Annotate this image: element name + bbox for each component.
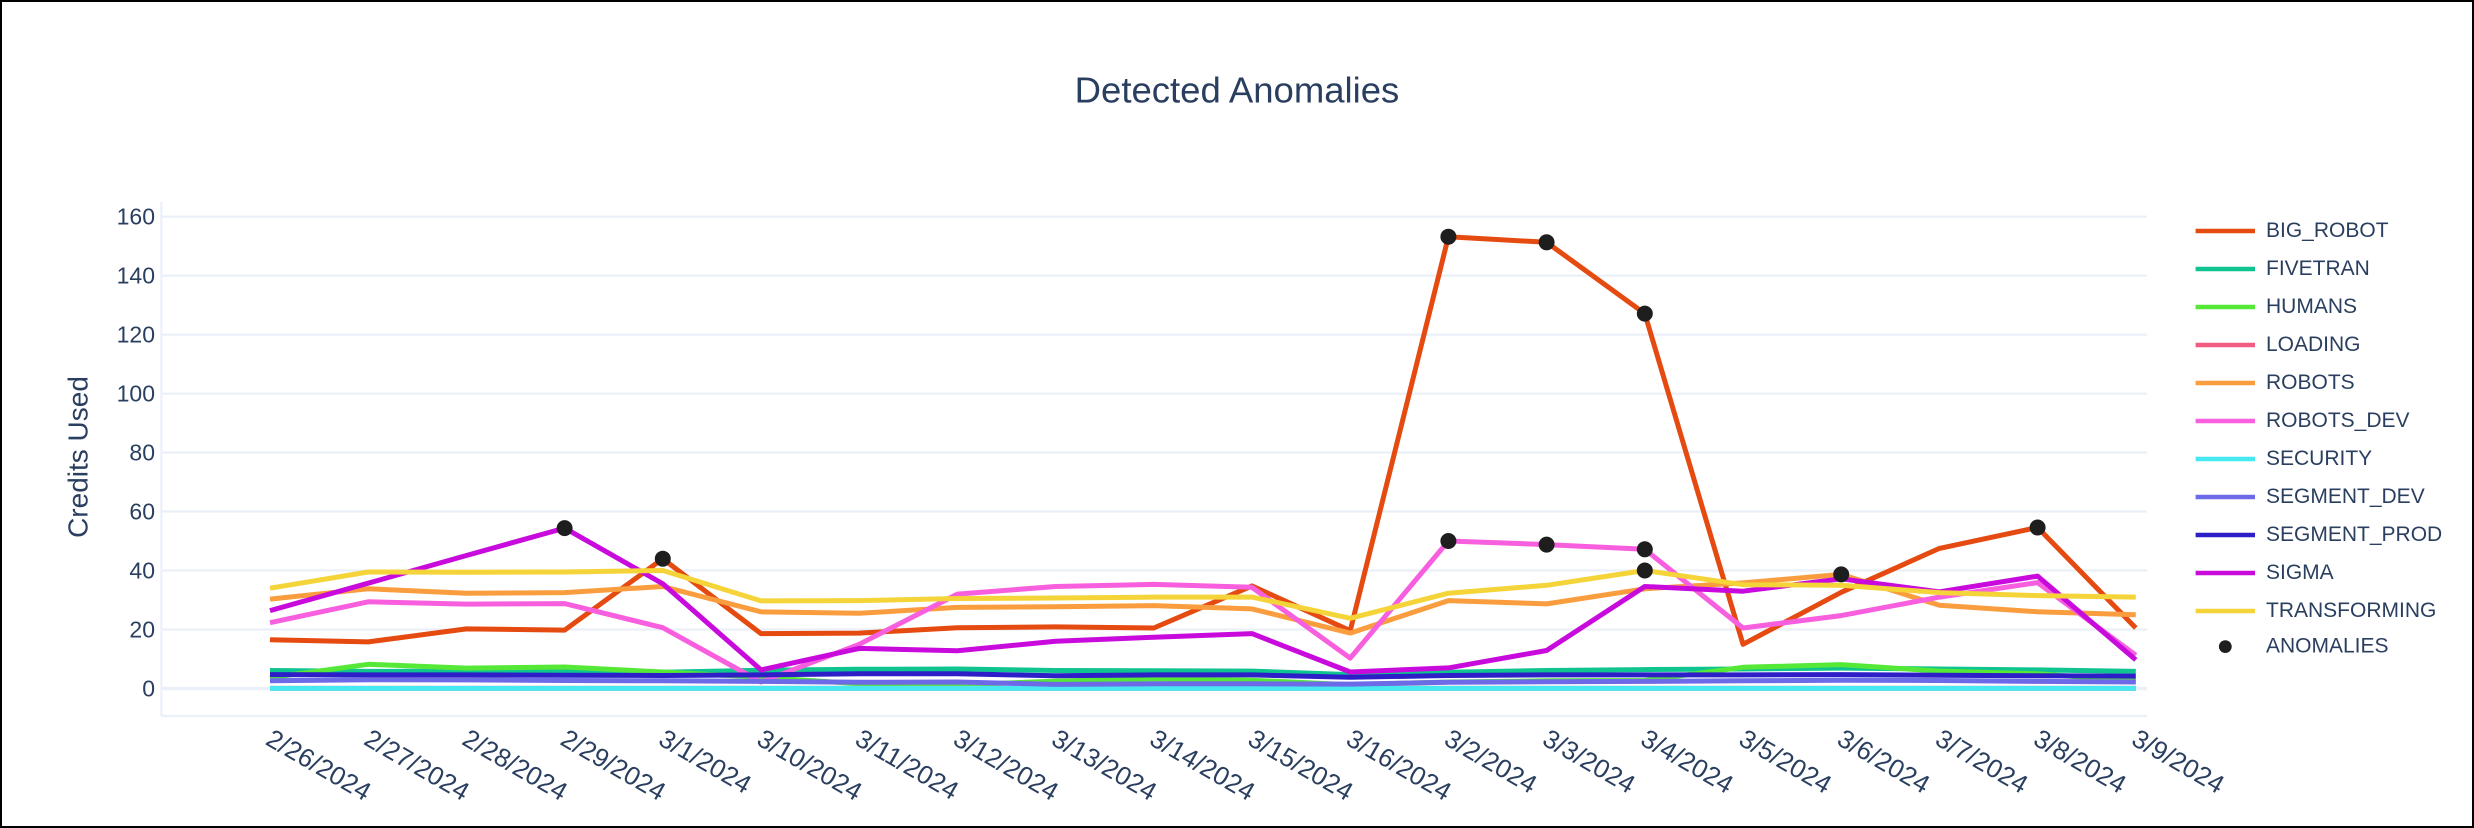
- svg-text:ANOMALIES: ANOMALIES: [2266, 634, 2389, 657]
- svg-text:TRANSFORMING: TRANSFORMING: [2266, 599, 2436, 622]
- svg-text:0: 0: [142, 676, 155, 702]
- svg-text:160: 160: [117, 204, 155, 230]
- svg-text:BIG_ROBOT: BIG_ROBOT: [2266, 219, 2389, 242]
- svg-text:ROBOTS: ROBOTS: [2266, 371, 2355, 394]
- svg-text:ROBOTS_DEV: ROBOTS_DEV: [2266, 409, 2410, 432]
- svg-text:20: 20: [129, 617, 155, 643]
- svg-text:SIGMA: SIGMA: [2266, 561, 2334, 584]
- svg-text:60: 60: [129, 499, 155, 525]
- svg-text:SEGMENT_DEV: SEGMENT_DEV: [2266, 485, 2425, 508]
- svg-text:80: 80: [129, 440, 155, 466]
- svg-text:120: 120: [117, 322, 155, 348]
- svg-text:FIVETRAN: FIVETRAN: [2266, 257, 2370, 280]
- svg-text:HUMANS: HUMANS: [2266, 295, 2357, 318]
- svg-text:Credits Used: Credits Used: [63, 376, 94, 538]
- svg-text:SECURITY: SECURITY: [2266, 447, 2372, 470]
- svg-text:140: 140: [117, 263, 155, 289]
- svg-text:Detected Anomalies: Detected Anomalies: [1075, 70, 1400, 111]
- svg-text:SEGMENT_PROD: SEGMENT_PROD: [2266, 523, 2442, 546]
- svg-text:40: 40: [129, 558, 155, 584]
- svg-text:LOADING: LOADING: [2266, 333, 2361, 356]
- svg-text:100: 100: [117, 381, 155, 407]
